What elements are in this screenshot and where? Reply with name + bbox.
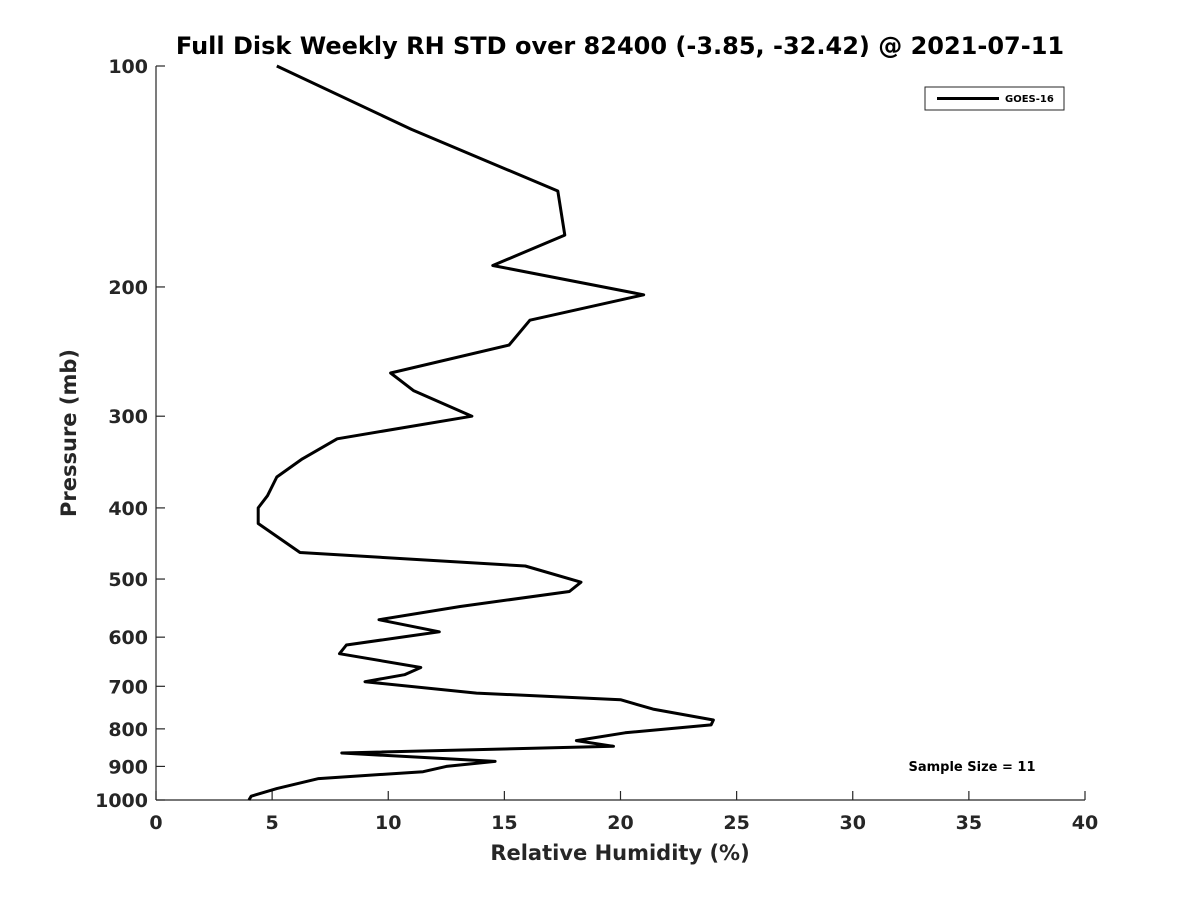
y-tick-label: 300 — [108, 406, 148, 428]
chart-title: Full Disk Weekly RH STD over 82400 (-3.8… — [176, 32, 1064, 60]
x-tick-label: 5 — [266, 812, 279, 834]
x-tick-label: 10 — [375, 812, 401, 834]
plot-area — [155, 66, 1085, 801]
series-line-goes-16 — [247, 64, 715, 801]
y-tick-label: 200 — [108, 277, 148, 299]
x-tick-label: 35 — [956, 812, 982, 834]
y-tick-label: 600 — [108, 627, 148, 649]
x-tick-label: 20 — [607, 812, 633, 834]
x-tick-label: 0 — [149, 812, 162, 834]
x-tick-label: 25 — [723, 812, 749, 834]
y-axis-label: Pressure (mb) — [57, 349, 81, 517]
series-group — [247, 64, 715, 801]
legend-label-goes-16: GOES-16 — [1005, 94, 1054, 105]
y-tick-label: 100 — [108, 56, 148, 78]
x-tick-label: 15 — [491, 812, 517, 834]
x-axis-ticks: 0 5 10 15 20 25 30 35 40 — [149, 791, 1098, 834]
y-tick-label: 1000 — [95, 790, 148, 812]
legend: GOES-16 — [924, 86, 1065, 111]
y-tick-label: 700 — [108, 676, 148, 698]
y-tick-label: 800 — [108, 719, 148, 741]
x-tick-label: 40 — [1072, 812, 1098, 834]
x-tick-label: 30 — [840, 812, 866, 834]
y-tick-label: 400 — [108, 498, 148, 520]
y-tick-label: 500 — [108, 569, 148, 591]
x-axis-label: Relative Humidity (%) — [490, 841, 749, 865]
sample-size-annotation: Sample Size = 11 — [908, 760, 1035, 775]
y-axis-ticks: 100 200 300 400 500 600 700 800 900 1000 — [95, 56, 165, 812]
y-tick-label: 900 — [108, 756, 148, 778]
